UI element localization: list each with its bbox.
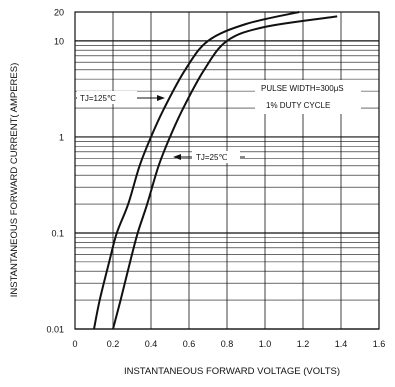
y-tick-label: 1 — [59, 132, 64, 142]
pulse-width-note: PULSE WIDTH=300μS — [261, 84, 344, 93]
x-tick-label: 0.2 — [107, 339, 120, 349]
pulse-note-bg — [255, 80, 361, 114]
x-tick-label: 0 — [72, 339, 77, 349]
x-tick-label: 1.4 — [335, 339, 348, 349]
x-tick-label: 1.6 — [373, 339, 386, 349]
y-tick-label: 10 — [54, 36, 64, 46]
grid — [74, 11, 380, 330]
series-line-tj25 — [112, 15, 338, 330]
x-axis-label: INSTANTANEOUS FORWARD VOLTAGE (VOLTS) — [124, 366, 340, 377]
x-tick-label: 0.8 — [221, 339, 234, 349]
series-line-tj125 — [93, 11, 300, 330]
y-tick-label: 0.01 — [46, 325, 64, 335]
series-layer — [93, 11, 338, 330]
y-tick-label: 20 — [54, 8, 64, 18]
y-tick-label: 0.1 — [51, 228, 64, 238]
x-tick-label: 0.6 — [183, 339, 196, 349]
duty-cycle-note: 1% DUTY CYCLE — [266, 101, 330, 110]
curve2-label: TJ=25℃ — [196, 153, 227, 162]
curve2-label-bg — [192, 151, 240, 163]
x-tick-label: 0.4 — [145, 339, 158, 349]
x-tick-label: 1.0 — [259, 339, 272, 349]
y-axis-label: INSTANTANEOUS FORWARD CURRENT( AMPERES) — [9, 63, 20, 298]
annotations: TJ=125℃ TJ=25℃ PULSE WIDTH=300μS 1% DUTY… — [76, 80, 361, 163]
tick-labels: 0 0.2 0.4 0.6 0.8 1.0 1.2 1.4 1.6 0.01 0.1 1 10 20 — [46, 8, 385, 350]
curve2-arrowhead — [173, 154, 181, 160]
curve1-label: TJ=125℃ — [80, 94, 116, 103]
curve1-label-bg — [77, 91, 137, 104]
curve1-arrowhead — [157, 95, 165, 101]
axes — [74, 11, 380, 330]
x-tick-label: 1.2 — [297, 339, 310, 349]
plot-frame — [74, 11, 380, 330]
